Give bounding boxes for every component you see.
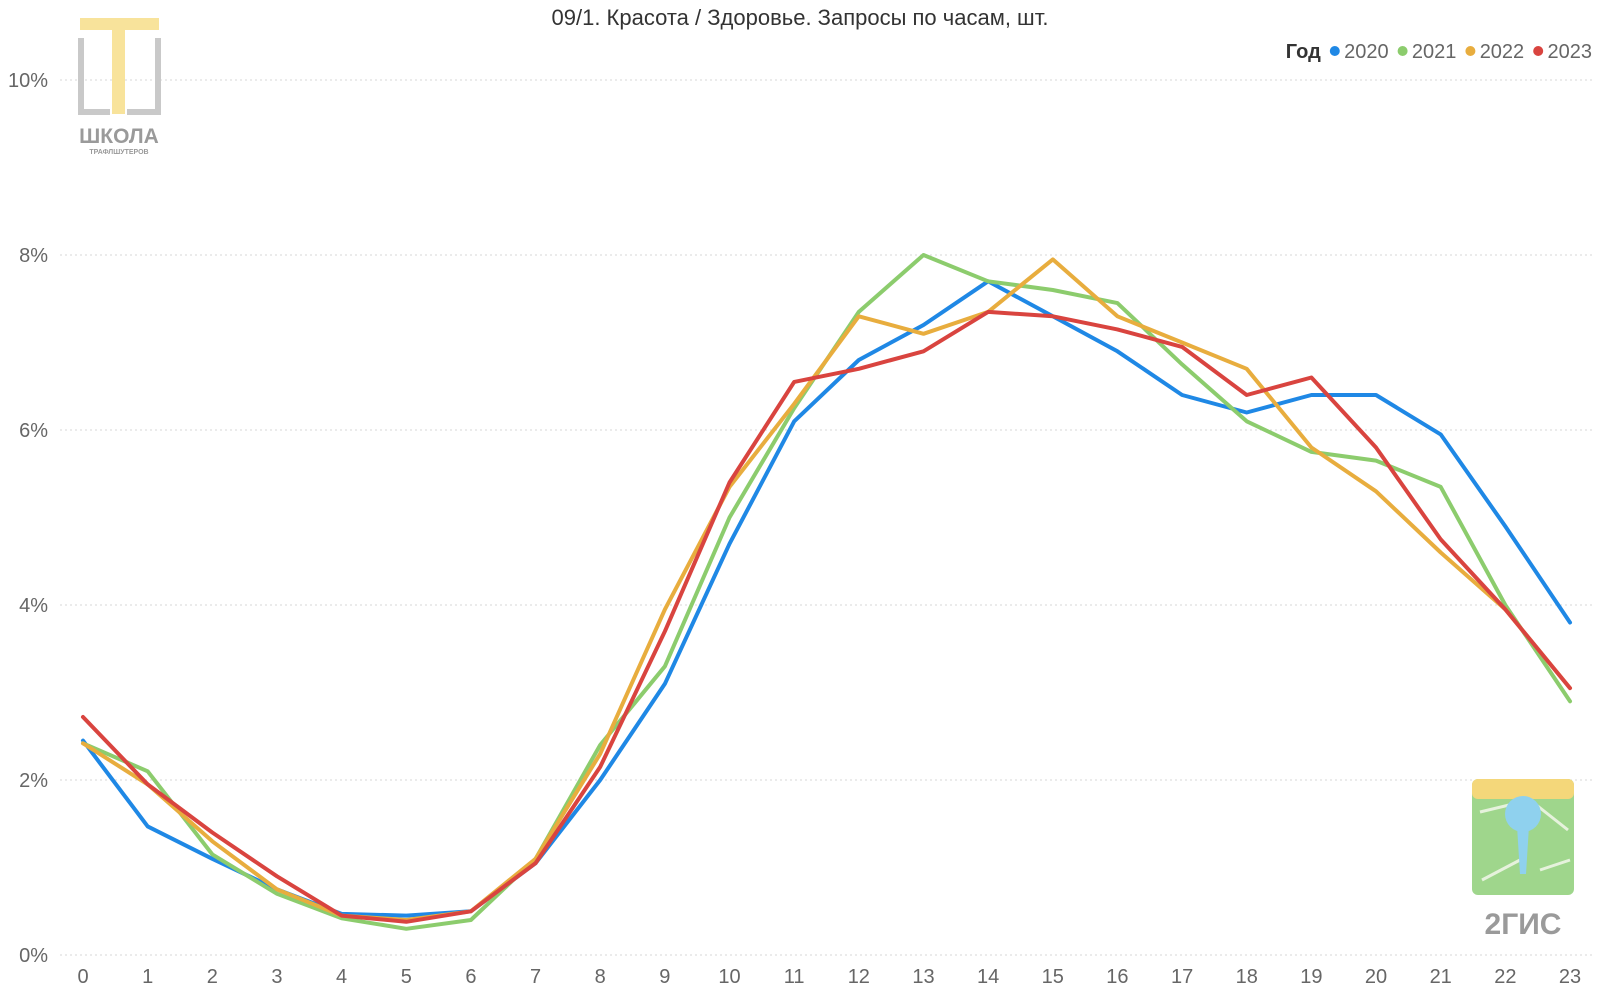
legend: 2023 2022 2021 2020 Год	[1286, 41, 1592, 63]
x-tick-label-17: 17	[1171, 966, 1193, 988]
school-logo-brackets	[78, 38, 161, 115]
legend-label-2021: 2021	[1412, 41, 1457, 63]
x-tick-label-10: 10	[718, 966, 740, 988]
2gis-logo-pin-stem	[1517, 826, 1529, 874]
school-logo-bar	[80, 18, 159, 30]
x-tick-label-12: 12	[848, 966, 870, 988]
x-tick-label-6: 6	[465, 966, 476, 988]
y-tick-label-4: 4%	[19, 595, 48, 617]
series-line-2023	[81, 309, 1572, 924]
x-tick-label-19: 19	[1300, 966, 1322, 988]
legend-marker-2020	[1329, 46, 1340, 56]
2gis-logo-band	[1472, 779, 1574, 799]
y-axis-ticks: 0% 2% 4% 6% 8% 10%	[8, 70, 48, 967]
x-tick-label-8: 8	[595, 966, 606, 988]
x-tick-label-7: 7	[530, 966, 541, 988]
school-logo: ШКОЛА ТРАФЛШУТЕРОВ	[78, 18, 161, 156]
x-tick-label-11: 11	[784, 966, 805, 988]
x-tick-label-0: 0	[77, 966, 88, 988]
x-axis-ticks: 0 1 2 3 4 5 6 7 8 9 10 11 12 13 14 15 16 17 18 19 20 21 22 23	[77, 966, 1581, 988]
y-tick-label-6: 6%	[19, 420, 48, 442]
x-tick-label-2: 2	[207, 966, 218, 988]
chart-title: 09/1. Красота / Здоровье. Запросы по час…	[552, 5, 1049, 30]
x-tick-label-16: 16	[1106, 966, 1128, 988]
series-line-2022	[81, 257, 1572, 922]
gridlines	[60, 79, 1595, 956]
x-tick-label-22: 22	[1494, 966, 1516, 988]
y-tick-label-8: 8%	[19, 245, 48, 267]
x-tick-label-14: 14	[977, 966, 999, 988]
legend-label-2023: 2023	[1548, 41, 1593, 63]
2gis-logo: 2ГИС	[1472, 779, 1574, 941]
x-tick-label-9: 9	[659, 966, 670, 988]
legend-marker-2022	[1465, 46, 1476, 56]
x-tick-label-21: 21	[1430, 966, 1452, 988]
x-tick-label-23: 23	[1559, 966, 1581, 988]
x-tick-label-15: 15	[1042, 966, 1064, 988]
x-tick-label-3: 3	[271, 966, 282, 988]
school-logo-subtext: ТРАФЛШУТЕРОВ	[89, 149, 148, 156]
legend-label-2022: 2022	[1480, 41, 1525, 63]
x-tick-label-1: 1	[142, 966, 153, 988]
x-tick-label-20: 20	[1365, 966, 1387, 988]
x-tick-label-13: 13	[912, 966, 934, 988]
2gis-logo-text: 2ГИС	[1485, 908, 1562, 941]
school-logo-stem	[112, 30, 125, 114]
series-line-2021	[81, 253, 1572, 931]
school-logo-text: ШКОЛА	[79, 125, 159, 148]
2gis-logo-pin-head	[1505, 796, 1541, 832]
legend-marker-2021	[1397, 46, 1408, 56]
x-tick-label-5: 5	[401, 966, 412, 988]
y-tick-label-0: 0%	[19, 945, 48, 967]
y-tick-label-2: 2%	[19, 770, 48, 792]
legend-marker-2023	[1533, 46, 1544, 56]
legend-label-2020: 2020	[1344, 41, 1389, 63]
x-tick-label-18: 18	[1236, 966, 1258, 988]
series-lines	[81, 253, 1572, 931]
legend-title: Год	[1286, 41, 1321, 63]
y-tick-label-10: 10%	[8, 70, 48, 92]
x-tick-label-4: 4	[336, 966, 347, 988]
